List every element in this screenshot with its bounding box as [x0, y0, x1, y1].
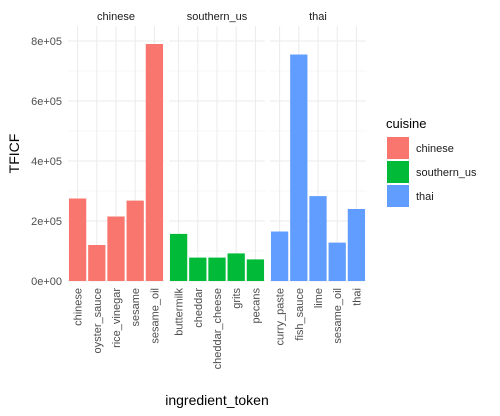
facet-panel-thai: thai curry_paste fish_sauce lime sesame_oil t… [270, 11, 366, 345]
x-tick-label: fish_sauce [294, 288, 306, 341]
x-tick-label: lime [313, 288, 325, 308]
bar-southern_us-cheddar_cheese [208, 257, 226, 281]
legend-key-chinese [387, 137, 409, 159]
x-tick-label: curry_paste [275, 288, 287, 345]
x-tick-label: sesame_oil [332, 288, 344, 344]
facet-strip-label: southern_us [187, 11, 248, 23]
bar-chinese-sesame [126, 200, 144, 281]
bar-southern_us-grits [227, 253, 245, 281]
x-tick-label: cheddar [193, 288, 205, 328]
facet-strip-label: chinese [97, 11, 135, 23]
x-tick-label: grits [231, 288, 243, 309]
y-axis-title: TFICF [6, 134, 22, 174]
x-axis-title: ingredient_token [165, 392, 269, 408]
legend-label: chinese [416, 143, 454, 155]
y-tick-label: 4e+05 [31, 156, 62, 168]
legend-label: southern_us [416, 167, 477, 179]
y-tick-label: 2e+05 [31, 216, 62, 228]
y-tick-label: 6e+05 [31, 96, 62, 108]
bar-chinese-oyster_sauce [88, 245, 106, 281]
x-tick-label: cheddar_cheese [212, 288, 224, 369]
bar-thai-fish_sauce [290, 54, 308, 281]
x-tick-label: pecans [250, 288, 262, 324]
bar-chinese-chinese [68, 198, 87, 281]
x-tick-label: rice_vinegar [111, 288, 123, 348]
x-tick-label: oyster_sauce [92, 288, 104, 353]
x-tick-label: thai [351, 288, 363, 306]
bar-chinese-sesame_oil [145, 44, 164, 281]
bar-southern_us-buttermilk [169, 233, 188, 281]
facet-strip-label: thai [309, 11, 327, 23]
bar-southern_us-cheddar [189, 257, 207, 281]
x-tick-label: sesame_oil [149, 288, 161, 344]
bar-southern_us-pecans [246, 259, 265, 281]
bar-chinese-rice_vinegar [107, 216, 125, 281]
bar-thai-curry_paste [270, 231, 289, 281]
y-tick-label: 0e+00 [31, 276, 62, 288]
x-tick-label: sesame [130, 288, 142, 327]
x-tick-label: chinese [73, 288, 85, 326]
legend-title: cuisine [386, 116, 426, 131]
legend-key-southern_us [387, 161, 409, 183]
bar-thai-lime [309, 196, 327, 281]
legend-label: thai [416, 191, 434, 203]
facet-panel-chinese: chinese chinese oyster_sauce rice_vinegar se… [68, 11, 164, 353]
y-axis: 0e+00 2e+05 4e+05 6e+05 8e+05 [31, 36, 62, 288]
bar-thai-thai [347, 209, 366, 281]
bar-thai-sesame_oil [328, 242, 346, 281]
facet-panels: chinese chinese oyster_sauce rice_vinegar se… [68, 11, 366, 369]
y-tick-label: 8e+05 [31, 36, 62, 48]
legend-key-thai [387, 185, 409, 207]
facet-panel-southern_us: southern_us buttermilk cheddar cheddar_chee… [169, 11, 265, 369]
x-tick-label: buttermilk [174, 288, 186, 336]
